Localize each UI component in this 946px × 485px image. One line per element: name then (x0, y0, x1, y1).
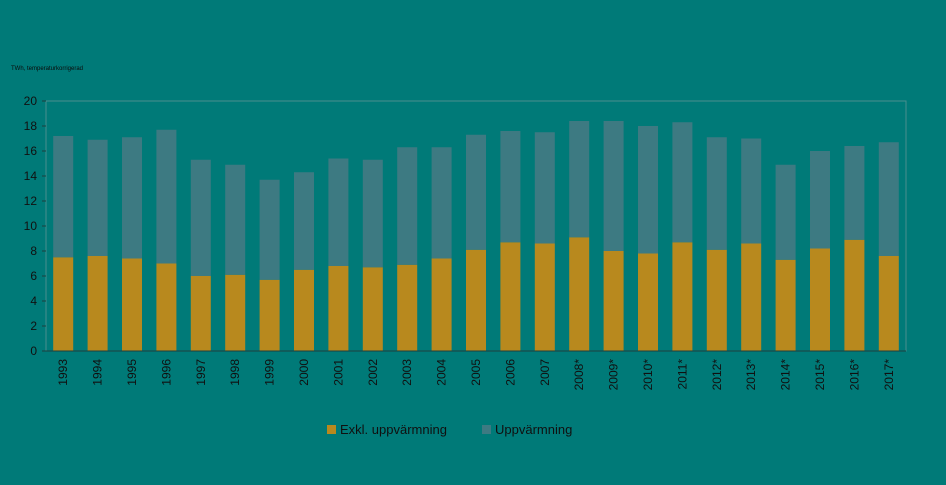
x-tick-label: 2010* (641, 359, 655, 391)
y-tick-label: 8 (30, 244, 37, 258)
x-tick-label: 2015* (813, 359, 827, 391)
bar-exkl-uppvarmning (672, 242, 693, 351)
bar-exkl-uppvarmning (741, 243, 762, 351)
legend-label: Exkl. uppvärmning (340, 422, 447, 437)
bar-exkl-uppvarmning (397, 264, 418, 351)
legend-label: Uppvärmning (495, 422, 572, 437)
y-axis: 0 2 4 6 8 10 12 14 16 18 20 (24, 94, 907, 358)
x-tick-label: 2007 (538, 359, 552, 386)
y-tick-label: 10 (24, 219, 38, 233)
y-tick-label: 16 (24, 144, 38, 158)
bar-exkl-uppvarmning (706, 249, 727, 351)
x-tick-label: 2005 (469, 359, 483, 386)
bar-exkl-uppvarmning (431, 258, 452, 351)
x-tick-label: 2008* (572, 359, 586, 391)
bar-uppvarmning (810, 151, 830, 249)
bar-uppvarmning (466, 134, 486, 250)
bar-uppvarmning (156, 129, 177, 264)
x-tick-label: 2012* (710, 359, 724, 391)
x-tick-label: 2000 (297, 359, 311, 386)
bar-exkl-uppvarmning (122, 258, 142, 351)
bar-uppvarmning (603, 121, 624, 251)
y-tick-label: 0 (30, 344, 37, 358)
bar-exkl-uppvarmning (259, 279, 280, 351)
bar-uppvarmning (706, 137, 727, 250)
y-tick-label: 6 (30, 269, 37, 283)
bar-exkl-uppvarmning (190, 276, 211, 351)
y-tick-label: 2 (30, 319, 37, 333)
x-tick-label: 2011* (675, 359, 689, 390)
bar-exkl-uppvarmning (87, 256, 108, 351)
x-tick-label: 2016* (847, 359, 861, 391)
x-tick-label: 2017* (882, 359, 896, 391)
bar-uppvarmning (638, 126, 658, 254)
x-tick-label: 1999 (263, 359, 277, 386)
bar-uppvarmning (741, 138, 762, 244)
bar-uppvarmning (672, 122, 693, 243)
bar-exkl-uppvarmning (569, 237, 590, 351)
y-tick-label: 18 (24, 119, 38, 133)
y-tick-label: 4 (30, 294, 37, 308)
x-tick-label: 2006 (503, 359, 517, 386)
bar-exkl-uppvarmning (53, 257, 74, 351)
x-tick-label: 2003 (400, 359, 414, 386)
bar-exkl-uppvarmning (603, 251, 624, 351)
bar-uppvarmning (500, 131, 521, 243)
bar-exkl-uppvarmning (156, 263, 177, 351)
bar-uppvarmning (431, 147, 452, 259)
bar-uppvarmning (122, 137, 142, 259)
bar-exkl-uppvarmning (638, 253, 658, 351)
bar-uppvarmning (328, 158, 349, 266)
bar-uppvarmning (294, 172, 314, 270)
x-tick-label: 1996 (159, 359, 173, 386)
bar-exkl-uppvarmning (328, 266, 349, 351)
legend-swatch (482, 425, 491, 434)
bar-exkl-uppvarmning (225, 274, 246, 351)
bar-exkl-uppvarmning (810, 248, 830, 351)
bar-exkl-uppvarmning (294, 269, 314, 351)
bar-uppvarmning (225, 164, 246, 275)
bar-uppvarmning (878, 142, 899, 256)
bar-uppvarmning (534, 132, 555, 244)
bar-uppvarmning (775, 164, 796, 260)
bar-uppvarmning (397, 147, 418, 265)
bar-uppvarmning (844, 146, 865, 240)
y-tick-label: 20 (24, 94, 38, 108)
bar-uppvarmning (53, 136, 74, 258)
x-axis: 1993 1994 1995 1996 1997 1998 1999 2000 2001 2002… (46, 350, 906, 391)
unit-label: TWh, temperaturkorrigerad (11, 66, 83, 72)
x-tick-label: 2009* (607, 359, 621, 391)
x-tick-label: 1994 (91, 359, 105, 386)
x-tick-label: 2013* (744, 359, 758, 391)
x-tick-label: 2001 (331, 359, 345, 386)
x-tick-label: 1995 (125, 359, 139, 386)
y-tick-label: 14 (24, 169, 38, 183)
bar-uppvarmning (569, 121, 590, 238)
bar-uppvarmning (259, 179, 280, 280)
x-tick-label: 2014* (779, 359, 793, 391)
bars (53, 121, 899, 351)
bar-uppvarmning (87, 139, 108, 256)
bar-exkl-uppvarmning (878, 256, 899, 351)
bar-exkl-uppvarmning (844, 239, 865, 351)
x-tick-label: 1997 (194, 359, 208, 386)
bar-exkl-uppvarmning (775, 259, 796, 351)
bar-uppvarmning (362, 159, 383, 268)
bar-exkl-uppvarmning (466, 249, 486, 351)
x-tick-label: 2002 (366, 359, 380, 386)
bar-exkl-uppvarmning (362, 267, 383, 351)
bar-exkl-uppvarmning (534, 243, 555, 351)
legend-swatch (327, 425, 336, 434)
x-tick-label: 2004 (435, 359, 449, 386)
x-tick-label: 1998 (228, 359, 242, 386)
legend: Exkl. uppvärmning Uppvärmning (327, 422, 572, 437)
bar-uppvarmning (190, 159, 211, 276)
y-tick-label: 12 (24, 194, 38, 208)
bar-exkl-uppvarmning (500, 242, 521, 351)
x-tick-label: 1993 (56, 359, 70, 386)
